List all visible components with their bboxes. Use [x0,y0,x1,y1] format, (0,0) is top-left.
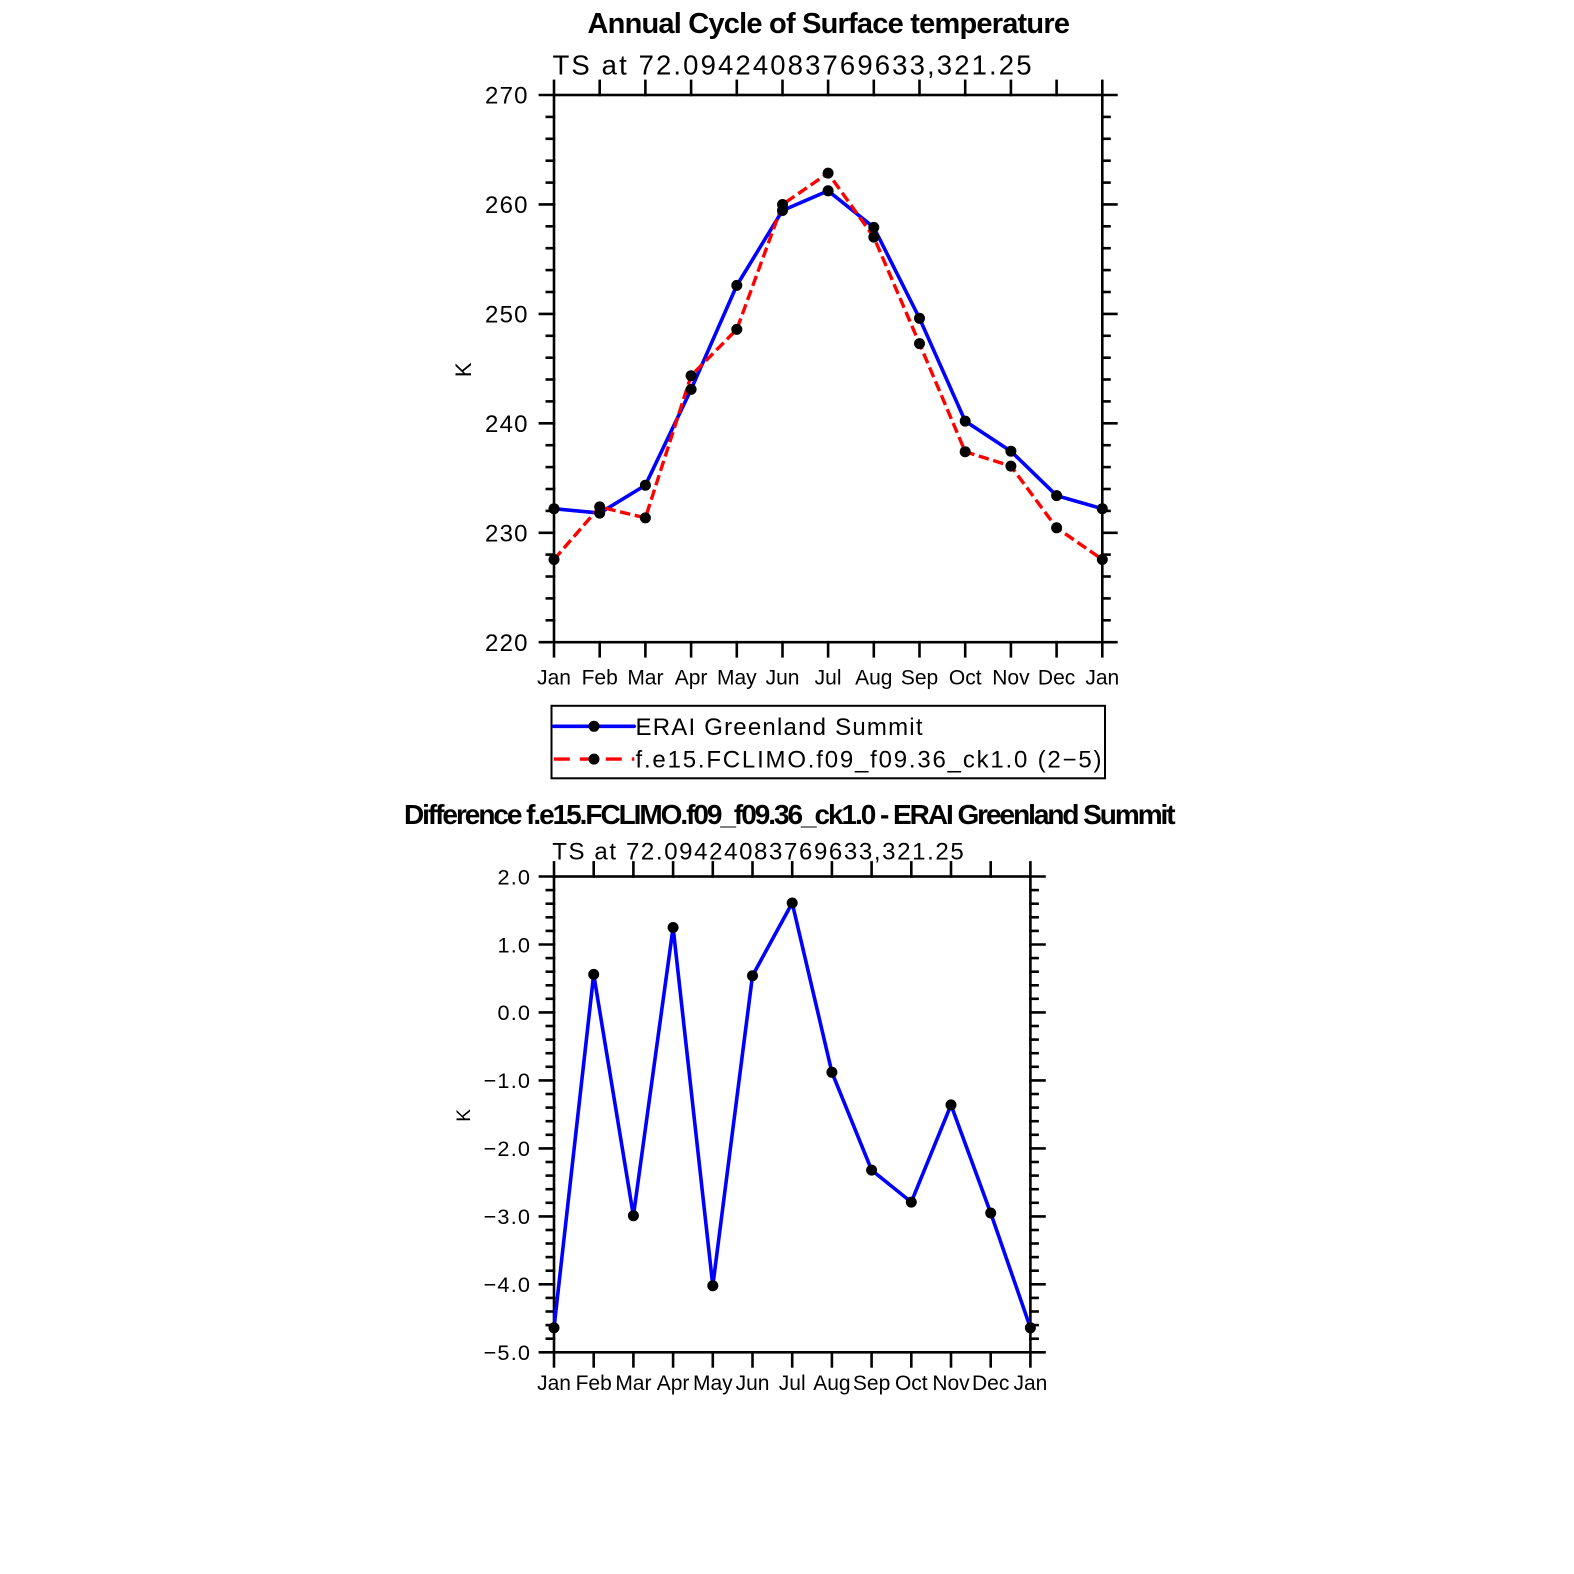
svg-text:250: 250 [485,302,529,329]
svg-text:Nov: Nov [932,1372,970,1395]
svg-text:Mar: Mar [615,1372,651,1395]
svg-text:Sep: Sep [901,667,938,690]
svg-text:−5.0: −5.0 [484,1340,532,1365]
svg-text:TS at 72.09424083769633,321.: TS at 72.09424083769633,321.25 [553,50,1032,81]
svg-text:May: May [717,667,757,690]
svg-text:−4.0: −4.0 [484,1272,532,1297]
svg-text:240: 240 [485,411,529,438]
svg-text:Dec: Dec [972,1372,1009,1395]
svg-text:260: 260 [485,192,529,219]
svg-text:Apr: Apr [675,667,708,690]
svg-text:Feb: Feb [582,667,618,690]
svg-text:Difference f.e15.FCLIMO.f09_f0: Difference f.e15.FCLIMO.f09_f09.36_ck1.0… [404,799,1176,830]
svg-text:Jan: Jan [1013,1372,1047,1395]
svg-text:−2.0: −2.0 [484,1136,532,1161]
svg-text:Nov: Nov [992,667,1030,690]
svg-text:Aug: Aug [855,667,892,690]
svg-text:Jun: Jun [736,1372,770,1395]
svg-text:220: 220 [485,630,529,657]
svg-text:Jan: Jan [1085,667,1119,690]
svg-text:Jan: Jan [537,667,571,690]
svg-text:K: K [454,1109,475,1122]
svg-text:Jun: Jun [766,667,800,690]
svg-text:0.0: 0.0 [497,1000,531,1025]
svg-text:Jul: Jul [815,667,842,690]
svg-text:Oct: Oct [895,1372,928,1395]
svg-text:1.0: 1.0 [497,932,531,957]
svg-text:Mar: Mar [627,667,663,690]
svg-text:−1.0: −1.0 [484,1068,532,1093]
svg-text:230: 230 [485,521,529,548]
svg-text:Dec: Dec [1038,667,1075,690]
svg-text:Sep: Sep [853,1372,890,1395]
svg-text:May: May [693,1372,733,1395]
svg-text:Apr: Apr [657,1372,690,1395]
svg-text:Oct: Oct [949,667,982,690]
svg-text:270: 270 [485,83,529,110]
svg-text:TS at 72.09424083769633,321.: TS at 72.09424083769633,321.25 [552,838,964,865]
svg-text:−3.0: −3.0 [484,1204,532,1229]
svg-text:Annual Cycle of Surface temper: Annual Cycle of Surface temperature [588,8,1071,40]
svg-text:Jul: Jul [779,1372,806,1395]
svg-text:2.0: 2.0 [497,864,531,889]
svg-text:Feb: Feb [576,1372,612,1395]
svg-text:K: K [451,362,476,377]
svg-text:ERAI Greenland Summit: ERAI Greenland Summit [636,714,923,741]
svg-text:Jan: Jan [537,1372,571,1395]
svg-text:Aug: Aug [813,1372,850,1395]
